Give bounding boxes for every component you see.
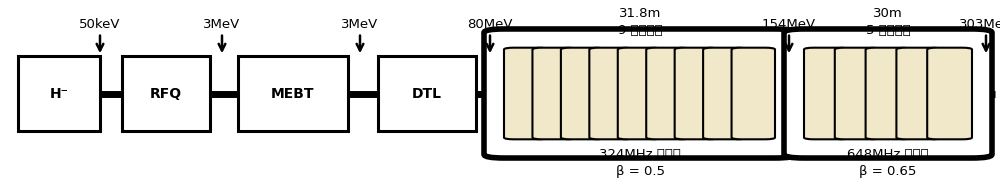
Text: H⁻: H⁻ [50,87,68,100]
Text: 3MeV: 3MeV [203,18,241,31]
FancyBboxPatch shape [784,29,992,158]
Text: 50keV: 50keV [79,18,121,31]
Text: β = 0.5: β = 0.5 [616,165,664,178]
Bar [238,56,348,131]
FancyBboxPatch shape [927,48,972,139]
Text: 303MeV: 303MeV [959,18,1000,31]
Text: 3MeV: 3MeV [341,18,379,31]
Text: 5 低温模组: 5 低温模组 [866,24,910,37]
Bar [18,56,100,131]
FancyBboxPatch shape [835,48,880,139]
FancyBboxPatch shape [484,29,795,158]
Text: 31.8m: 31.8m [619,7,661,21]
FancyBboxPatch shape [646,48,690,139]
FancyBboxPatch shape [589,48,633,139]
Text: 80MeV: 80MeV [467,18,513,31]
FancyBboxPatch shape [532,48,576,139]
Text: 154MeV: 154MeV [762,18,816,31]
Text: MEBT: MEBT [271,87,315,100]
FancyBboxPatch shape [896,48,941,139]
Bar [378,56,476,131]
FancyBboxPatch shape [804,48,849,139]
FancyBboxPatch shape [732,48,775,139]
Text: 648MHz 湟球腔: 648MHz 湟球腔 [847,148,929,161]
FancyBboxPatch shape [618,48,661,139]
FancyBboxPatch shape [866,48,910,139]
FancyBboxPatch shape [675,48,718,139]
Text: 324MHz 轮辐腔: 324MHz 轮辐腔 [599,148,681,161]
FancyBboxPatch shape [561,48,604,139]
Text: β = 0.65: β = 0.65 [859,165,917,178]
Text: 9 低温模组: 9 低温模组 [618,24,662,37]
FancyBboxPatch shape [703,48,747,139]
FancyBboxPatch shape [504,48,547,139]
Text: DTL: DTL [412,87,442,100]
Text: RFQ: RFQ [150,87,182,100]
Bar [122,56,210,131]
Text: 30m: 30m [873,7,903,21]
